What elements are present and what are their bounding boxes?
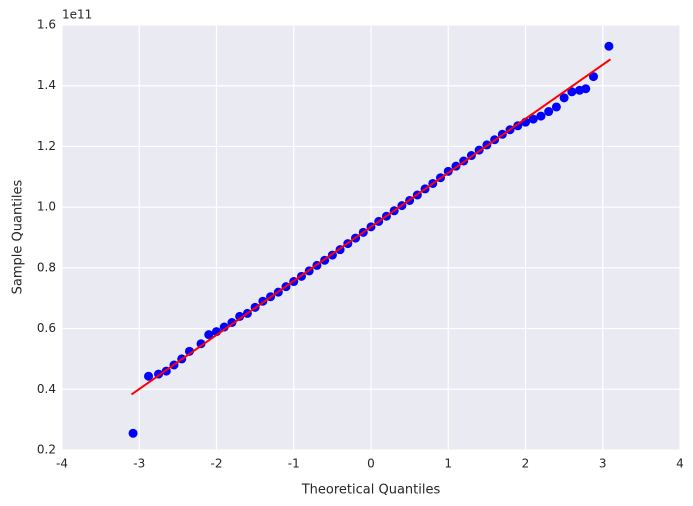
y-tick-label: 0.2: [37, 443, 56, 457]
y-tick-label: 0.6: [37, 321, 56, 335]
point: [604, 41, 614, 51]
point: [559, 93, 569, 103]
y-tick-label: 1.6: [37, 18, 56, 32]
point: [567, 87, 577, 97]
y-tick-label: 1.0: [37, 200, 56, 214]
point: [528, 114, 538, 124]
x-axis-label: Theoretical Quantiles: [301, 483, 441, 498]
x-tick-label: 0: [367, 457, 375, 471]
x-tick-label: 1: [444, 457, 452, 471]
point: [544, 107, 554, 117]
point: [144, 371, 154, 381]
y-tick-label: 1.4: [37, 78, 56, 92]
point: [204, 330, 214, 340]
x-tick-label: 3: [599, 457, 607, 471]
y-tick-label: 0.4: [37, 382, 56, 396]
y-tick-label: 0.8: [37, 260, 56, 274]
x-tick-label: -2: [211, 457, 223, 471]
point: [219, 322, 229, 332]
x-tick-label: -1: [288, 457, 300, 471]
fit-line: [130, 58, 612, 396]
y-offset-label: 1e11: [62, 8, 92, 22]
x-tick-label: -3: [133, 457, 145, 471]
y-tick-label: 1.2: [37, 139, 56, 153]
point: [128, 428, 138, 438]
x-tick-label: -4: [56, 457, 68, 471]
x-tick-label: 4: [676, 457, 684, 471]
point: [536, 111, 546, 121]
point: [184, 346, 194, 356]
point: [588, 72, 598, 82]
point: [551, 102, 561, 112]
x-tick-label: 2: [522, 457, 530, 471]
point: [235, 311, 245, 321]
point: [581, 84, 591, 94]
point: [196, 339, 206, 349]
y-axis-label: Sample Quantiles: [11, 179, 26, 294]
